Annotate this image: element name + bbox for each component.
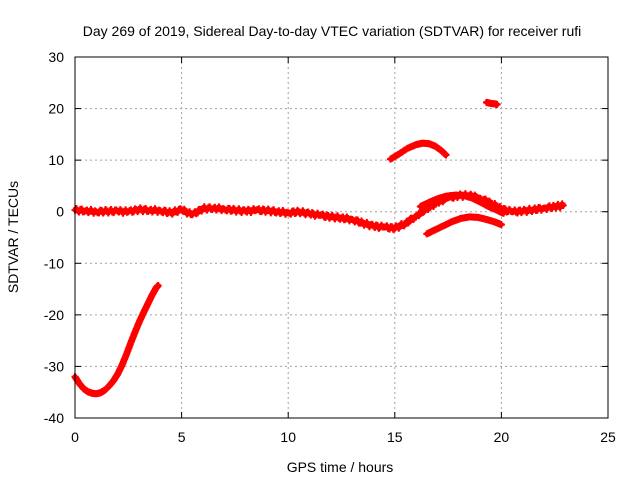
grid bbox=[75, 57, 608, 418]
x-tick-label: 25 bbox=[600, 429, 616, 445]
series-line bbox=[483, 99, 500, 107]
series-lower-arc bbox=[423, 213, 505, 238]
series-line bbox=[72, 191, 566, 233]
x-tick-label: 15 bbox=[387, 429, 403, 445]
plot-frame bbox=[74, 56, 609, 419]
y-tick-label: 30 bbox=[48, 49, 64, 65]
y-axis-label: SDTVAR / TECUs bbox=[5, 181, 21, 293]
y-tick-label: -20 bbox=[44, 307, 64, 323]
series-isolated bbox=[482, 98, 501, 108]
y-tick-label: 20 bbox=[48, 101, 64, 117]
x-tick-label: 20 bbox=[494, 429, 510, 445]
y-tick-label: 0 bbox=[56, 204, 64, 220]
x-tick-label: 5 bbox=[178, 429, 186, 445]
y-tick-label: 10 bbox=[48, 152, 64, 168]
series-line bbox=[388, 140, 449, 162]
series-mid-arc bbox=[416, 191, 508, 217]
x-tick-label: 10 bbox=[280, 429, 296, 445]
x-tick-label: 0 bbox=[71, 429, 79, 445]
chart-title: Day 269 of 2019, Sidereal Day-to-day VTE… bbox=[83, 23, 582, 39]
series-line bbox=[72, 282, 161, 397]
x-axis-label: GPS time / hours bbox=[287, 459, 394, 475]
y-tick-label: -40 bbox=[44, 410, 64, 426]
y-tick-label: -30 bbox=[44, 358, 64, 374]
series-line bbox=[417, 192, 507, 216]
series-upper-arc bbox=[387, 139, 450, 163]
series-low-arc bbox=[71, 281, 162, 398]
y-tick-label: -10 bbox=[44, 255, 64, 271]
series-line bbox=[424, 214, 504, 237]
data-series bbox=[71, 98, 567, 398]
